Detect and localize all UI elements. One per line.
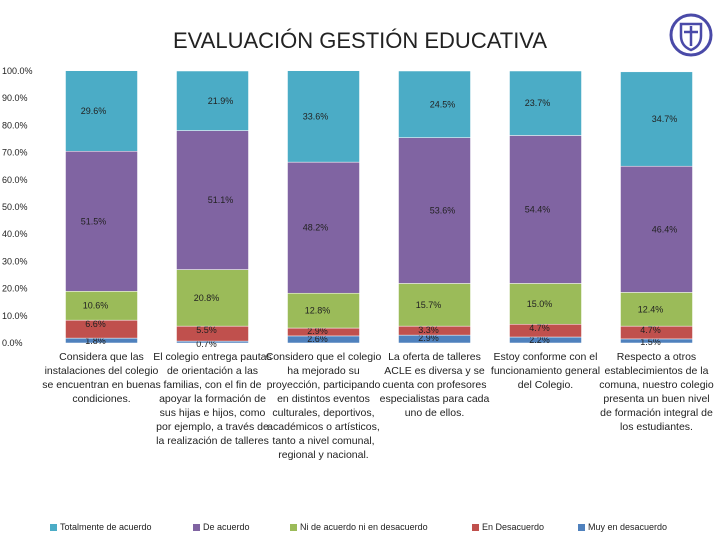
legend-item: Ni de acuerdo ni en desacuerdo	[290, 522, 428, 532]
bar-segment	[620, 71, 693, 167]
x-category-label: La oferta de talleres ACLE es diversa y …	[379, 351, 490, 419]
bar-segment	[287, 292, 360, 329]
y-tick-label: 60.0%	[2, 175, 28, 185]
data-label: 33.6%	[303, 111, 329, 121]
bar-segment	[65, 150, 138, 292]
legend-swatch	[50, 523, 57, 531]
data-label: 20.8%	[194, 293, 220, 303]
legend-item: Muy en desacuerdo	[578, 522, 667, 532]
legend-swatch	[578, 523, 585, 531]
legend-item: De acuerdo	[193, 522, 250, 532]
bar-segment	[398, 137, 471, 284]
y-tick-label: 30.0%	[2, 256, 28, 266]
bar-segment	[287, 70, 360, 163]
bar-segment	[620, 292, 693, 327]
data-label: 2.6%	[307, 334, 328, 344]
bar-segment	[176, 269, 249, 327]
y-tick-label: 90.0%	[2, 93, 28, 103]
legend-label: En Desacuerdo	[482, 522, 545, 532]
y-tick-label: 0.0%	[2, 338, 23, 348]
x-category-label: Considera que las instalaciones del cole…	[42, 351, 161, 405]
data-label: 53.6%	[430, 206, 456, 216]
y-tick-label: 100.0%	[2, 66, 33, 76]
data-label: 10.6%	[83, 301, 109, 311]
data-label: 3.3%	[418, 325, 439, 335]
data-label: 4.7%	[640, 325, 661, 335]
bar-segment	[176, 70, 249, 131]
data-label: 34.7%	[652, 114, 678, 124]
data-label: 24.5%	[430, 99, 456, 109]
bar-segment	[398, 283, 471, 327]
bar-segment	[398, 70, 471, 138]
x-category-label: Respecto a otros establecimientos de la …	[599, 351, 714, 433]
bar-segment	[509, 283, 582, 325]
legend-label: Ni de acuerdo ni en desacuerdo	[300, 522, 428, 532]
data-label: 4.7%	[529, 323, 550, 333]
data-label: 6.6%	[85, 319, 106, 329]
legend-swatch	[472, 523, 479, 531]
bar-segment	[65, 70, 138, 152]
data-label: 23.7%	[525, 98, 551, 108]
data-label: 12.8%	[305, 306, 331, 316]
x-category-label: Estoy conforme con el funcionamiento gen…	[490, 351, 601, 391]
data-label: 29.6%	[81, 106, 107, 116]
y-tick-label: 40.0%	[2, 229, 28, 239]
bar-segment	[509, 70, 582, 136]
bar-segment	[509, 135, 582, 284]
data-label: 0.7%	[196, 339, 217, 349]
data-label: 46.4%	[652, 224, 678, 234]
y-tick-label: 50.0%	[2, 202, 28, 212]
x-category-label: Considero que el colegio ha mejorado su …	[265, 351, 382, 461]
y-tick-label: 20.0%	[2, 284, 28, 294]
school-logo-icon	[669, 13, 713, 57]
chart-title: EVALUACIÓN GESTIÓN EDUCATIVA	[172, 28, 548, 53]
bar-segment	[176, 130, 249, 270]
legend-swatch	[290, 523, 297, 531]
y-tick-label: 10.0%	[2, 311, 28, 321]
legend-label: Totalmente de acuerdo	[60, 522, 152, 532]
legend-item: Totalmente de acuerdo	[50, 522, 152, 532]
data-label: 12.4%	[638, 304, 664, 314]
data-label: 48.2%	[303, 223, 329, 233]
x-category-label: El colegio entrega pautas de orientación…	[153, 351, 272, 447]
data-label: 51.5%	[81, 216, 107, 226]
legend-label: Muy en desacuerdo	[588, 522, 668, 532]
data-label: 2.9%	[418, 333, 439, 343]
data-label: 1.8%	[85, 336, 106, 346]
data-label: 54.4%	[525, 204, 551, 214]
legend-swatch	[193, 523, 200, 531]
bar-segment	[620, 165, 693, 293]
data-label: 21.9%	[208, 96, 234, 106]
data-label: 2.2%	[529, 335, 550, 345]
data-label: 1.5%	[640, 337, 661, 347]
y-tick-label: 80.0%	[2, 120, 28, 130]
legend-label: De acuerdo	[203, 522, 250, 532]
data-label: 15.7%	[416, 300, 442, 310]
bar-segment	[287, 161, 360, 294]
data-label: 5.5%	[196, 325, 217, 335]
legend-item: En Desacuerdo	[472, 522, 544, 532]
data-label: 2.9%	[307, 326, 328, 336]
data-label: 15.0%	[527, 299, 553, 309]
data-label: 51.1%	[208, 195, 234, 205]
y-tick-label: 70.0%	[2, 148, 28, 158]
